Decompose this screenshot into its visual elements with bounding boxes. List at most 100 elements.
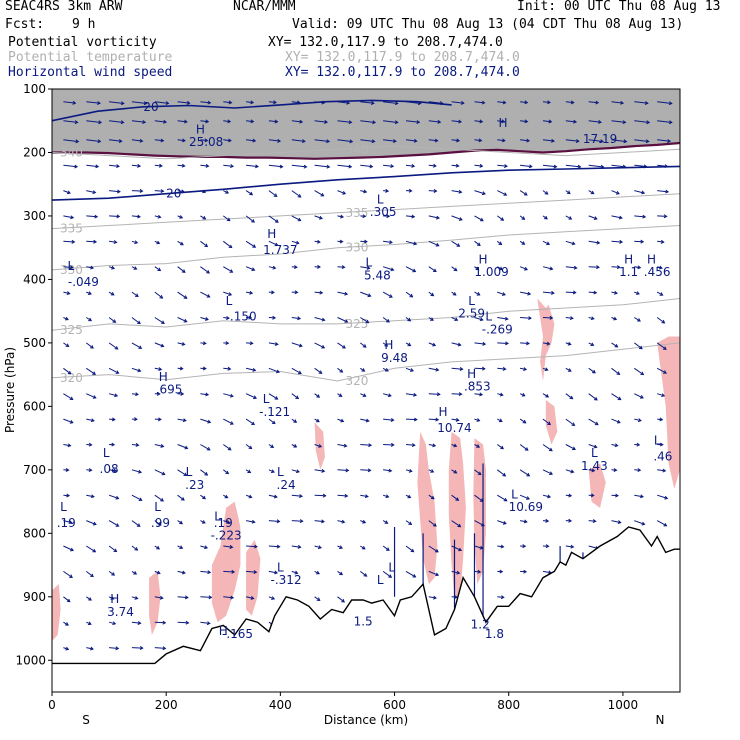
wind-arrow — [428, 494, 435, 500]
field-extremum-label: L — [154, 500, 161, 514]
wind-arrowhead — [454, 595, 459, 600]
wind-arrowhead — [92, 548, 97, 553]
wind-arrow — [154, 101, 169, 104]
wind-arrowhead — [411, 443, 416, 448]
wind-arrowhead — [616, 371, 621, 376]
wind-arrowhead — [477, 569, 482, 574]
wind-arrowhead — [202, 215, 207, 220]
wind-arrow — [337, 317, 348, 323]
wind-arrow — [634, 120, 650, 123]
wind-arrow — [656, 291, 663, 296]
wind-arrow — [657, 164, 668, 167]
wind-arrowhead — [457, 523, 462, 528]
wind-arrowhead — [293, 419, 298, 423]
wind-arrow — [451, 520, 461, 528]
wind-arrowhead — [593, 397, 598, 401]
wind-arrow — [200, 596, 212, 598]
wind-arrow — [177, 240, 184, 246]
wind-arrowhead — [115, 495, 120, 500]
wind-arrowhead — [432, 443, 437, 448]
wind-arrow — [542, 342, 550, 345]
wind-arrow — [496, 469, 506, 477]
wind-arrowhead — [341, 265, 346, 270]
wind-arrowhead — [643, 164, 648, 169]
wind-arrowhead — [186, 100, 191, 105]
wind-arrowhead — [432, 268, 437, 273]
wind-arrow — [154, 342, 164, 347]
wind-arrowhead — [250, 100, 255, 105]
wind-arrowhead — [137, 214, 141, 219]
wind-arrowhead — [295, 469, 300, 474]
wind-arrow — [588, 520, 596, 522]
wind-arrowhead — [229, 269, 234, 273]
wind-arrow — [474, 494, 484, 502]
wind-arrow — [108, 570, 115, 576]
field-extremum-label: .99 — [151, 516, 170, 530]
wind-arrowhead — [90, 646, 94, 651]
wind-arrowhead — [385, 547, 390, 551]
wind-arrowhead — [455, 497, 460, 501]
wind-arrow — [382, 393, 392, 397]
wind-arrowhead — [417, 101, 422, 106]
wind-arrowhead — [408, 521, 413, 526]
wind-arrowhead — [204, 317, 209, 321]
wind-arrowhead — [523, 367, 528, 371]
wind-arrowhead — [613, 316, 618, 321]
wind-arrowhead — [498, 241, 503, 246]
wind-arrow — [109, 164, 120, 167]
wind-arrowhead — [502, 472, 507, 477]
wind-arrowhead — [340, 214, 345, 219]
wind-arrowhead — [570, 544, 575, 549]
wind-arrowhead — [205, 119, 210, 124]
wind-arrowhead — [160, 444, 165, 448]
wind-arrowhead — [92, 395, 97, 399]
wind-arrow — [451, 240, 460, 247]
wind-arrow — [497, 291, 506, 296]
wind-arrowhead — [230, 595, 235, 600]
wind-arrow — [131, 164, 141, 167]
wind-arrow — [588, 393, 598, 401]
wind-arrow — [154, 596, 163, 599]
wind-arrowhead — [159, 595, 164, 600]
wind-arrowhead — [458, 119, 463, 124]
wind-arrow — [451, 570, 460, 574]
wind-arrow — [656, 367, 667, 374]
wind-arrowhead — [207, 570, 212, 575]
wind-arrow — [223, 240, 232, 249]
wind-arrow — [611, 101, 624, 104]
wind-arrow — [360, 291, 371, 297]
wind-arrow — [337, 291, 348, 295]
wind-arrowhead — [205, 163, 210, 168]
theta-contour — [52, 342, 680, 382]
wind-arrow — [428, 393, 440, 395]
wind-arrow — [154, 367, 162, 370]
wind-arrow — [474, 520, 485, 527]
wind-arrowhead — [641, 190, 646, 195]
field-extremum-label: H — [479, 253, 488, 267]
wind-arrow — [291, 240, 299, 244]
wind-arrowhead — [479, 163, 484, 168]
wind-arrow — [519, 444, 529, 451]
wind-arrow — [291, 545, 301, 548]
wind-arrow — [63, 444, 71, 447]
wind-arrowhead — [590, 190, 595, 195]
wind-arrow — [177, 596, 188, 599]
wind-arrowhead — [115, 370, 120, 374]
field-extremum-label: L — [103, 446, 110, 460]
wind-arrowhead — [137, 368, 142, 373]
wind-arrow — [154, 164, 162, 167]
wind-arrowhead — [74, 164, 79, 169]
wind-arrowhead — [499, 392, 504, 397]
wind-arrow — [154, 520, 162, 526]
wind-arrow — [497, 317, 508, 320]
wind-arrowhead — [206, 270, 210, 274]
pv-region — [448, 431, 466, 597]
wind-arrowhead — [116, 164, 120, 169]
field-extremum-label: H — [110, 592, 119, 606]
wind-arrow — [337, 266, 345, 268]
wind-arrow — [314, 596, 320, 601]
wind-arrow — [360, 120, 376, 123]
wind-arrow — [268, 190, 277, 197]
wind-arrow — [268, 240, 278, 246]
field-extremum-label: .695 — [156, 383, 183, 397]
